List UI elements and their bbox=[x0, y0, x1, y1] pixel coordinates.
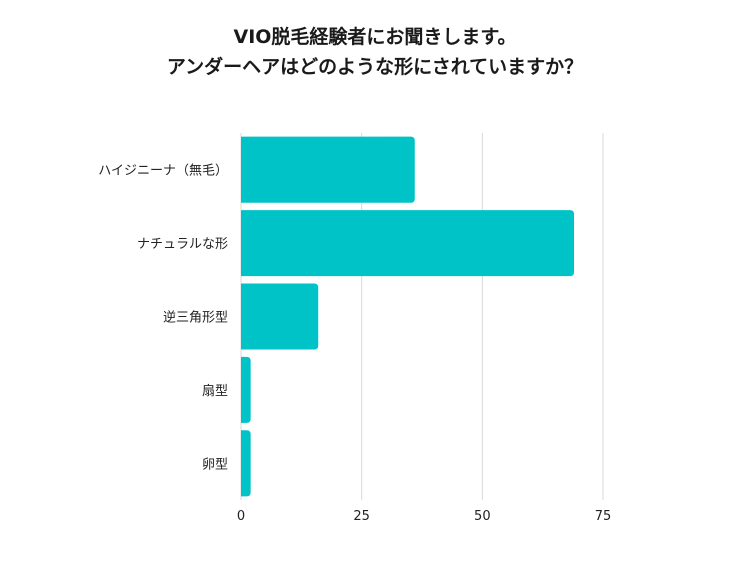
category-label: 卵型 bbox=[202, 457, 228, 472]
x-tick-label: 75 bbox=[595, 509, 612, 524]
bar bbox=[241, 136, 415, 203]
bar bbox=[241, 283, 319, 350]
bar bbox=[241, 356, 251, 423]
category-label: 扇型 bbox=[202, 383, 228, 399]
category-label: ハイジニーナ（無毛） bbox=[98, 164, 228, 179]
x-tick-label: 25 bbox=[353, 509, 370, 524]
bars bbox=[241, 136, 575, 497]
chart-title-line-2: アンダーヘアはどのような形にされていますか？ bbox=[166, 56, 584, 78]
chart-title: VIO脱毛経験者にお聞きします。 アンダーヘアはどのような形にされていますか？ bbox=[0, 22, 750, 82]
x-tick-labels: 0 25 50 75 bbox=[237, 509, 611, 524]
bar bbox=[241, 210, 575, 277]
category-label: ナチュラルな形 bbox=[137, 237, 228, 252]
chart-title-line-1: VIO脱毛経験者にお聞きします。 bbox=[233, 26, 517, 48]
x-tick-label: 0 bbox=[237, 509, 245, 524]
bar bbox=[241, 430, 251, 497]
category-label: 逆三角形型 bbox=[163, 310, 228, 326]
x-tick-label: 50 bbox=[474, 509, 491, 524]
